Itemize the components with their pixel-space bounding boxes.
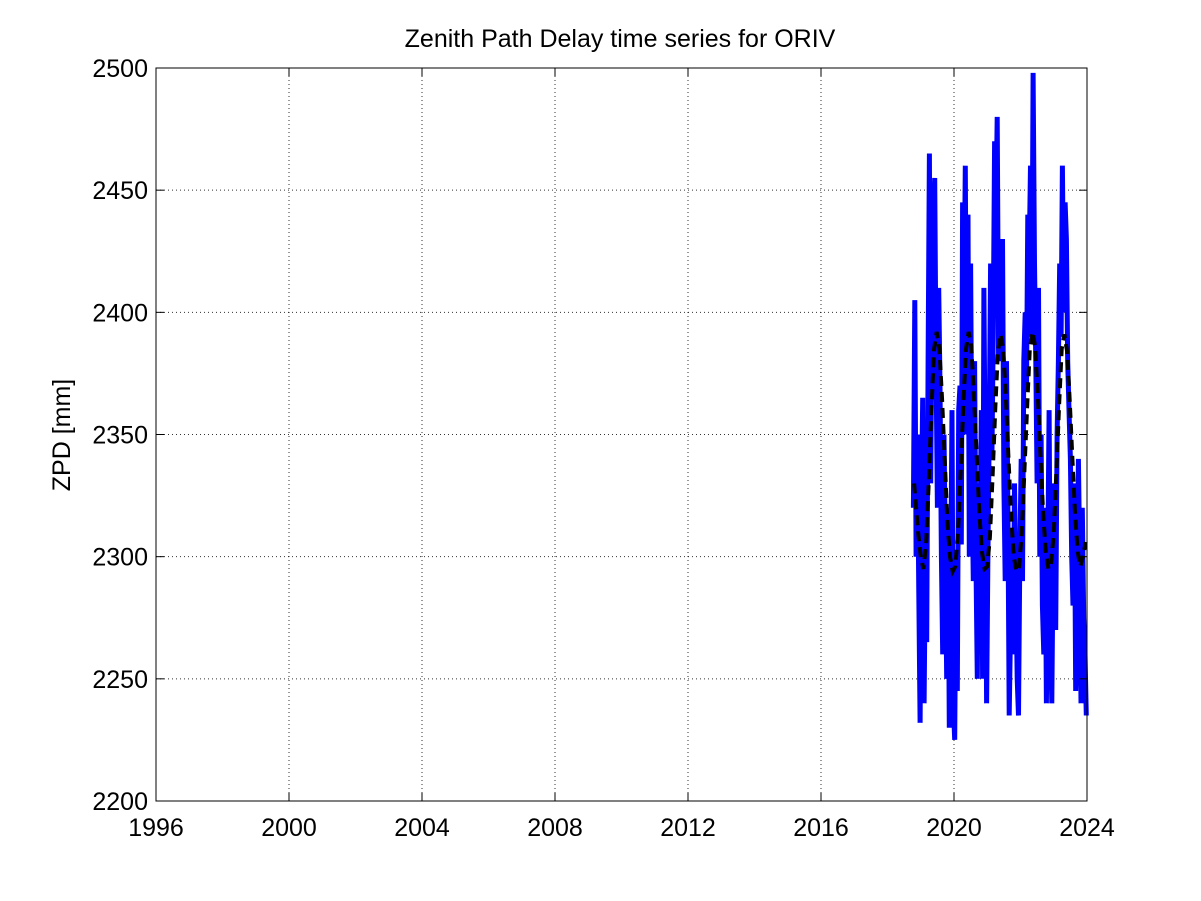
y-tick-label: 2450	[92, 177, 148, 205]
x-tick-label: 1996	[128, 814, 184, 842]
plot-area	[910, 72, 1089, 740]
y-tick-label: 2300	[92, 544, 148, 572]
x-tick-label: 2008	[527, 814, 583, 842]
y-axis-label: ZPD [mm]	[48, 379, 76, 492]
x-tick-label: 2016	[793, 814, 849, 842]
y-tick-label: 2500	[92, 55, 148, 83]
zpd-observed-series-line	[910, 72, 1089, 740]
x-tick-label: 2000	[261, 814, 317, 842]
x-tick-label: 2004	[394, 814, 450, 842]
y-tick-label: 2250	[92, 666, 148, 694]
x-tick-label: 2012	[660, 814, 716, 842]
chart-title: Zenith Path Delay time series for ORIV	[405, 25, 836, 53]
x-tick-label: 2020	[926, 814, 982, 842]
zpd-model-series-line	[912, 331, 1088, 578]
axis-ticks: 1996 2000 2004 2008 2012 2016 2020 2024 2200 2250…	[92, 55, 1115, 842]
y-tick-label: 2350	[92, 422, 148, 450]
x-tick-label: 2024	[1059, 814, 1115, 842]
y-tick-label: 2400	[92, 299, 148, 327]
y-tick-label: 2200	[92, 788, 148, 816]
